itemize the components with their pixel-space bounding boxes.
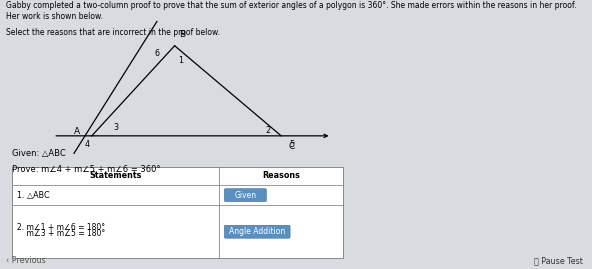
Text: 6: 6 bbox=[155, 49, 160, 58]
FancyBboxPatch shape bbox=[12, 167, 343, 258]
Text: Given: Given bbox=[234, 191, 256, 200]
Text: A: A bbox=[74, 127, 80, 136]
Text: Angle Addition: Angle Addition bbox=[229, 227, 285, 236]
Text: Prove: m∠4 + m∠5 + m∠6 = 360°: Prove: m∠4 + m∠5 + m∠6 = 360° bbox=[12, 165, 160, 174]
Text: 2: 2 bbox=[266, 126, 271, 135]
Text: C: C bbox=[288, 142, 295, 151]
FancyBboxPatch shape bbox=[224, 225, 290, 238]
Text: 4: 4 bbox=[85, 140, 90, 149]
Text: Gabby completed a two-column proof to prove that the sum of exterior angles of a: Gabby completed a two-column proof to pr… bbox=[6, 1, 577, 21]
Text: ⏸ Pause Test: ⏸ Pause Test bbox=[534, 256, 583, 265]
Text: 1: 1 bbox=[179, 56, 184, 65]
Text: Select the reasons that are incorrect in the proof below.: Select the reasons that are incorrect in… bbox=[6, 28, 220, 37]
Text: 3: 3 bbox=[113, 123, 118, 132]
Text: Statements: Statements bbox=[89, 171, 141, 180]
Text: Given: △ABC: Given: △ABC bbox=[12, 149, 66, 158]
Text: Reasons: Reasons bbox=[262, 171, 300, 180]
Text: 1. △ABC: 1. △ABC bbox=[17, 191, 49, 200]
Text: m∠3 + m∠5 = 180°: m∠3 + m∠5 = 180° bbox=[17, 229, 105, 238]
FancyBboxPatch shape bbox=[224, 189, 266, 202]
Text: 5: 5 bbox=[289, 140, 294, 149]
Text: ‹ Previous: ‹ Previous bbox=[6, 256, 46, 265]
Text: B: B bbox=[179, 30, 185, 39]
Text: 2. m∠1 + m∠6 = 180°: 2. m∠1 + m∠6 = 180° bbox=[17, 223, 105, 232]
